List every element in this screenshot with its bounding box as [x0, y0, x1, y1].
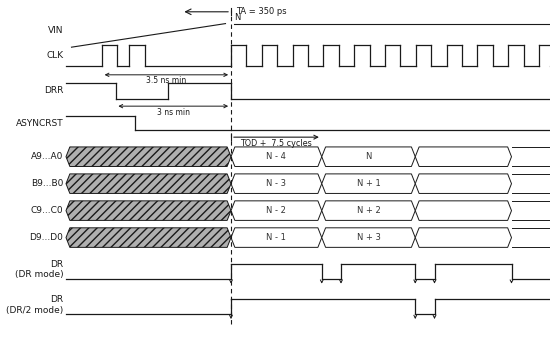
Polygon shape: [66, 228, 231, 247]
Polygon shape: [66, 201, 231, 220]
Text: DRR: DRR: [44, 87, 63, 95]
Text: N - 1: N - 1: [266, 233, 287, 242]
Text: TOD +  7.5 cycles: TOD + 7.5 cycles: [240, 139, 312, 148]
Polygon shape: [415, 147, 512, 166]
Text: DR
(DR mode): DR (DR mode): [15, 260, 63, 279]
Text: N - 2: N - 2: [266, 206, 287, 215]
Polygon shape: [322, 174, 415, 193]
Text: ASYNCRST: ASYNCRST: [15, 119, 63, 127]
Polygon shape: [415, 201, 512, 220]
Text: 3.5 ns min: 3.5 ns min: [146, 76, 186, 86]
Text: A9...A0: A9...A0: [31, 152, 63, 161]
Text: N + 3: N + 3: [356, 233, 381, 242]
Polygon shape: [322, 228, 415, 247]
Polygon shape: [231, 147, 322, 166]
Polygon shape: [415, 174, 512, 193]
Polygon shape: [231, 174, 322, 193]
Polygon shape: [415, 228, 512, 247]
Text: N - 4: N - 4: [266, 152, 287, 161]
Polygon shape: [231, 201, 322, 220]
Text: N: N: [365, 152, 372, 161]
Polygon shape: [66, 147, 231, 166]
Text: N + 1: N + 1: [356, 179, 381, 188]
Polygon shape: [322, 201, 415, 220]
Text: DR
(DR/2 mode): DR (DR/2 mode): [6, 295, 63, 315]
Polygon shape: [231, 228, 322, 247]
Text: N - 3: N - 3: [266, 179, 287, 188]
Polygon shape: [66, 174, 231, 193]
Text: N + 2: N + 2: [356, 206, 381, 215]
Text: CLK: CLK: [46, 51, 63, 60]
Text: D9...D0: D9...D0: [29, 233, 63, 242]
Text: N: N: [234, 13, 240, 22]
Text: TA = 350 ps: TA = 350 ps: [236, 7, 287, 16]
Text: B9...B0: B9...B0: [31, 179, 63, 188]
Polygon shape: [322, 147, 415, 166]
Text: VIN: VIN: [48, 26, 63, 35]
Text: 3 ns min: 3 ns min: [157, 108, 190, 117]
Text: C9...C0: C9...C0: [31, 206, 63, 215]
